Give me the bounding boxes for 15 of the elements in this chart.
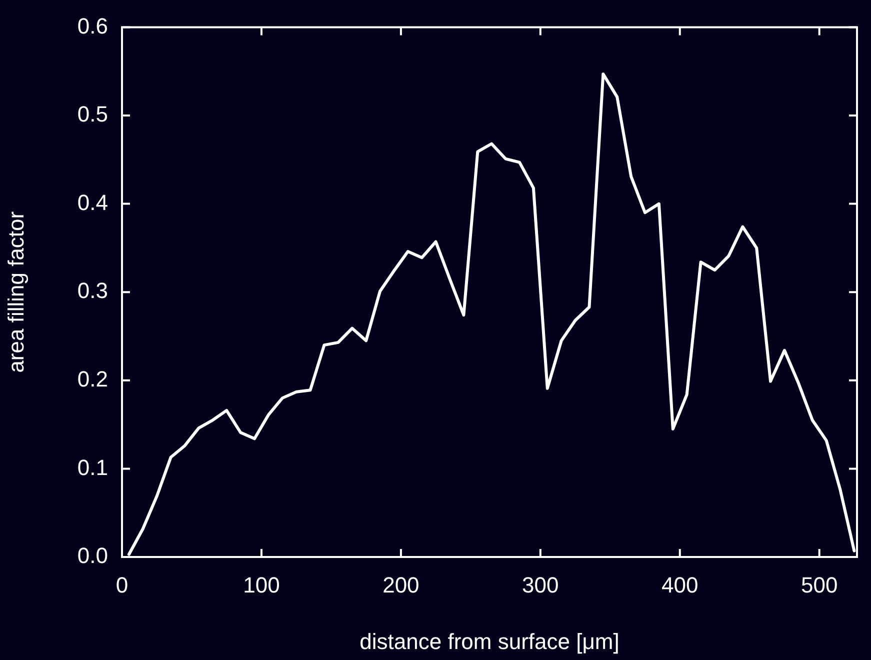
x-tick-label: 300 [522, 572, 559, 598]
x-tick-label: 200 [382, 572, 420, 598]
x-tick-label: 400 [662, 572, 698, 598]
x-tick-label: 500 [800, 572, 838, 598]
y-tick-label: 0.6 [77, 13, 108, 38]
y-tick-label: 0.1 [77, 454, 108, 480]
x-tick-label: 100 [243, 572, 280, 598]
x-tick-label: 0 [116, 572, 128, 598]
y-axis-title: area filling factor [3, 211, 28, 373]
x-axis-title: distance from surface [μm] [360, 628, 620, 654]
y-tick-label: 0.4 [77, 190, 108, 215]
y-tick-label: 0.5 [77, 102, 108, 127]
y-tick-label: 0.0 [77, 543, 108, 568]
y-tick-label: 0.3 [77, 278, 108, 304]
y-tick-label: 0.2 [77, 366, 108, 392]
